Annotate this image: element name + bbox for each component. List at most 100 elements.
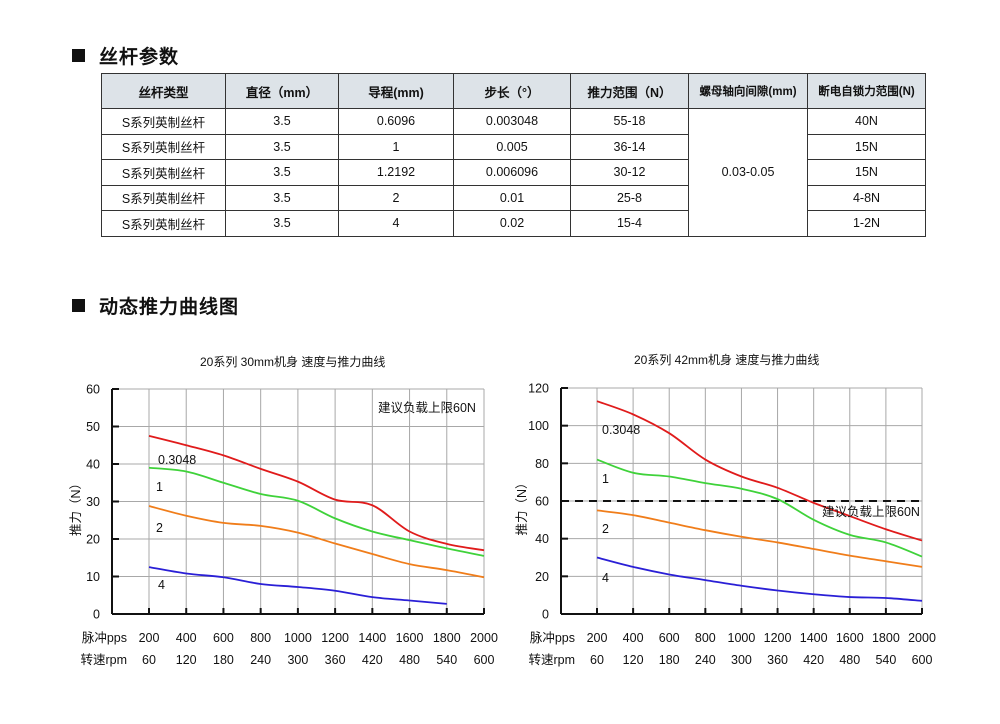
table-cell: 2: [338, 184, 454, 211]
series-label: 0.3048: [602, 423, 640, 437]
x-tick-label: 540: [436, 653, 457, 667]
table-cell: 4: [338, 210, 454, 237]
y-tick-label: 40: [86, 458, 100, 472]
table-cell: 0.006096: [453, 159, 571, 186]
x-tick-label: 600: [659, 631, 680, 645]
y-tick-label: 10: [86, 570, 100, 584]
series-label: 2: [602, 522, 609, 536]
table-row: S系列英制丝杆 3.5 1 0.005 36-14 15N: [101, 133, 926, 160]
x-tick-label: 800: [250, 631, 271, 645]
series-line-1: [148, 466, 485, 557]
table-cell: 0.02: [453, 210, 571, 237]
x-tick-label: 240: [695, 653, 716, 667]
y-tick-label: 0: [93, 608, 100, 622]
grid: [561, 387, 923, 614]
x-tick-label: 420: [803, 653, 824, 667]
table-header-row: 丝杆类型 直径（mm） 导程(mm) 步长（°） 推力范围（N） 螺母轴向间隙(…: [101, 73, 926, 109]
x-tick-label: 300: [731, 653, 752, 667]
x-axis-row-label: 转速rpm: [528, 652, 575, 667]
x-tick-label: 1400: [358, 631, 386, 645]
table-cell: 3.5: [225, 159, 339, 186]
table-cell: 1: [338, 133, 454, 160]
x-tick-label: 540: [875, 653, 896, 667]
chart-title: 20系列 42mm机身 速度与推力曲线: [634, 353, 820, 367]
x-tick-label: 480: [399, 653, 420, 667]
x-tick-label: 800: [695, 631, 716, 645]
table-cell: S系列英制丝杆: [101, 133, 226, 160]
load-limit-annotation: 建议负载上限60N: [822, 505, 920, 519]
x-tick-label: 400: [176, 631, 197, 645]
y-tick-label: 20: [535, 570, 549, 584]
x-axis-row-label: 脉冲pps: [82, 630, 127, 645]
series-line-0.3048: [596, 400, 923, 542]
table-cell: 3.5: [225, 184, 339, 211]
x-tick-label: 360: [325, 653, 346, 667]
series-line-2: [148, 505, 485, 579]
table-cell: 30-12: [570, 159, 689, 186]
series-label: 2: [156, 521, 163, 535]
table-cell: 0.6096: [338, 108, 454, 135]
square-bullet-icon: [72, 299, 85, 312]
header-cell: 导程(mm): [338, 73, 454, 109]
table-row: S系列英制丝杆 3.5 1.2192 0.006096 30-12 15N: [101, 159, 926, 186]
spec-section-title-text: 丝杆参数: [99, 47, 180, 68]
y-tick-label: 120: [528, 382, 549, 396]
y-axis-label: 推力（N）: [515, 476, 529, 535]
table-row: S系列英制丝杆 3.5 2 0.01 25-8 4-8N: [101, 184, 926, 211]
header-cell: 螺母轴向间隙(mm): [688, 73, 808, 109]
table-cell: 36-14: [570, 133, 689, 160]
series-label: 4: [158, 578, 165, 592]
table-cell: S系列英制丝杆: [101, 210, 226, 237]
y-tick-label: 40: [535, 532, 549, 546]
table-cell: S系列英制丝杆: [101, 184, 226, 211]
backlash-merged-cell: 0.03-0.05: [688, 108, 808, 237]
table-cell: 0.003048: [453, 108, 571, 135]
table-cell: 4-8N: [807, 184, 926, 211]
header-cell: 断电自锁力范围(N): [807, 73, 926, 109]
series-line-0.3048: [148, 435, 485, 552]
table-cell: 1-2N: [807, 210, 926, 237]
x-tick-label: 420: [362, 653, 383, 667]
y-tick-label: 0: [542, 608, 549, 622]
x-tick-label: 1200: [321, 631, 349, 645]
axes: 0 20 40 60 80 100 120: [528, 382, 923, 622]
y-axis-label: 推力（N）: [69, 477, 83, 536]
table-row: S系列英制丝杆 3.5 4 0.02 15-4 1-2N: [101, 210, 926, 237]
axes: 0 10 20 30 40 50 60: [86, 383, 485, 622]
x-tick-label: 1000: [728, 631, 756, 645]
series-label: 4: [602, 571, 609, 585]
x-tick-label: 200: [139, 631, 160, 645]
header-cell: 推力范围（N）: [570, 73, 689, 109]
table-row: S系列英制丝杆 3.5 0.6096 0.003048 55-18 0.03-0…: [101, 108, 926, 237]
chart-section-title: 动态推力曲线图: [72, 292, 239, 319]
table-cell: 1.2192: [338, 159, 454, 186]
x-axis-row-label: 脉冲pps: [530, 630, 575, 645]
table-cell: 3.5: [225, 108, 339, 135]
y-tick-label: 30: [86, 495, 100, 509]
x-tick-label: 360: [767, 653, 788, 667]
spec-section-title: 丝杆参数: [72, 42, 179, 69]
x-tick-label: 1600: [836, 631, 864, 645]
x-tick-label: 480: [839, 653, 860, 667]
table-cell: 3.5: [225, 210, 339, 237]
chart-section-title-text: 动态推力曲线图: [99, 297, 240, 318]
y-tick-label: 100: [528, 419, 549, 433]
y-tick-label: 60: [535, 495, 549, 509]
x-tick-label: 240: [250, 653, 271, 667]
chart-plot: 0 10 20 30 40 50 60 推力（N） 脉冲pps 200 400 600 800 1000 1…: [69, 383, 498, 668]
x-tick-label: 120: [176, 653, 197, 667]
header-cell: 步长（°）: [453, 73, 571, 109]
x-tick-label: 2000: [908, 631, 936, 645]
x-tick-label: 600: [912, 653, 933, 667]
series-line-1: [596, 458, 923, 558]
x-axis-row-label: 转速rpm: [80, 652, 127, 667]
table-cell: 40N: [807, 108, 926, 135]
thrust-chart-30mm: 20系列 30mm机身 速度与推力曲线 0 10 20 30 40 50 60 推力（N） 脉冲…: [69, 355, 498, 668]
table-cell: 0.01: [453, 184, 571, 211]
series-label: 1: [602, 472, 609, 486]
x-tick-label: 120: [623, 653, 644, 667]
chart-title: 20系列 30mm机身 速度与推力曲线: [200, 355, 386, 369]
x-tick-label: 1200: [764, 631, 792, 645]
x-tick-label: 180: [659, 653, 680, 667]
x-tick-label: 1000: [284, 631, 312, 645]
